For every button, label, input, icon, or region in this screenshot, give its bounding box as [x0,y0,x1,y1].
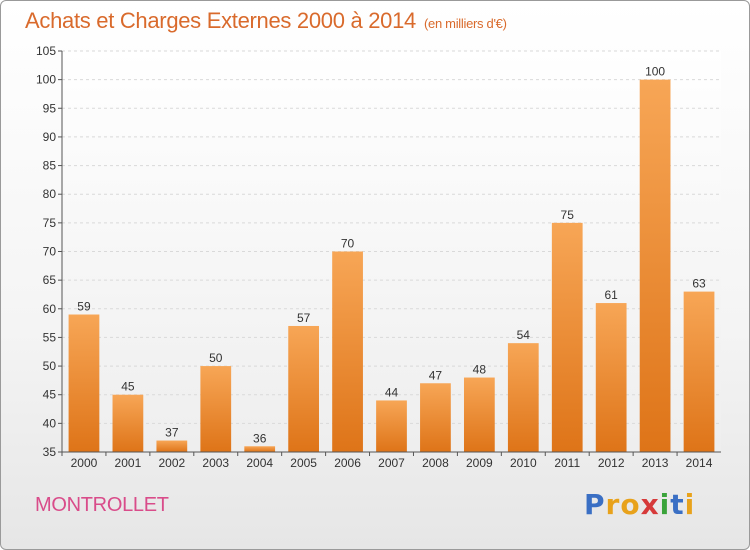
x-tick-label: 2009 [466,456,493,470]
bar-2002 [156,440,188,452]
x-tick-label: 2002 [158,456,185,470]
bar-2004 [244,446,276,452]
y-tick-label: 65 [43,273,57,287]
bar-2008 [420,383,451,452]
x-tick-label: 2004 [246,456,273,470]
bar-value-label: 59 [77,300,91,314]
x-tick-label: 2003 [202,456,229,470]
y-tick-label: 85 [43,159,57,173]
x-tick-label: 2005 [290,456,317,470]
bar-value-label: 57 [297,311,311,325]
logo-letter: P [584,488,606,521]
bar-value-label: 36 [253,431,267,445]
y-tick-label: 95 [43,101,57,115]
x-tick-label: 2006 [334,456,361,470]
y-tick-label: 40 [43,416,57,430]
bar-2007 [376,400,407,452]
y-tick-label: 70 [43,245,57,259]
bar-value-label: 61 [604,288,618,302]
bar-value-label: 47 [429,368,443,382]
bar-2006 [332,251,363,452]
commune-name: MONTROLLET [35,494,169,516]
bar-value-label: 63 [692,277,706,291]
x-tick-label: 2013 [642,456,669,470]
y-tick-label: 90 [43,130,57,144]
x-tick-label: 2012 [598,456,625,470]
y-tick-label: 75 [43,216,57,230]
y-tick-label: 105 [36,44,56,58]
logo-letter: o [620,488,641,521]
bar-2014 [683,291,715,452]
y-tick-label: 50 [43,359,57,373]
x-tick-label: 2007 [378,456,405,470]
bar-value-label: 50 [209,351,223,365]
x-tick-label: 2010 [510,456,537,470]
x-tick-label: 2011 [554,456,580,470]
x-tick-label: 2001 [115,456,142,470]
y-tick-label: 35 [43,445,57,459]
bar-value-label: 37 [165,426,179,440]
bar-value-label: 48 [473,363,487,377]
logo-letter: x [640,488,660,521]
bar-2012 [595,303,627,452]
logo-letter: r [605,488,621,521]
bar-value-label: 100 [645,65,665,79]
bar-value-label: 54 [517,328,531,342]
y-tick-label: 80 [43,187,57,201]
logo-letter: i [659,488,671,521]
logo-letter: i [684,488,696,521]
bar-2005 [288,325,320,452]
chart-unit: (en milliers d'€) [423,16,507,31]
y-tick-label: 45 [43,388,57,402]
bar-value-label: 44 [385,385,399,399]
bar-value-label: 75 [561,208,575,222]
bar-2001 [112,394,144,452]
bar-2003 [200,366,232,452]
bar-2010 [507,343,539,452]
bar-value-label: 70 [341,237,355,251]
y-tick-label: 55 [43,330,57,344]
bar-2009 [463,377,495,452]
x-tick-label: 2000 [71,456,98,470]
bar-2000 [68,314,100,452]
bar-2011 [551,222,583,452]
y-tick-label: 60 [43,302,57,316]
x-tick-label: 2008 [422,456,449,470]
x-tick-label: 2014 [686,456,713,470]
bar-2013 [639,79,671,453]
proxiti-logo: Proxiti [584,488,695,521]
bar-value-label: 45 [121,380,135,394]
logo-letter: t [670,488,685,521]
y-tick-label: 100 [36,73,56,87]
chart-title: Achats et Charges Externes 2000 à 2014 (e… [25,8,507,34]
chart-title-text: Achats et Charges Externes 2000 à 2014 [25,8,416,33]
